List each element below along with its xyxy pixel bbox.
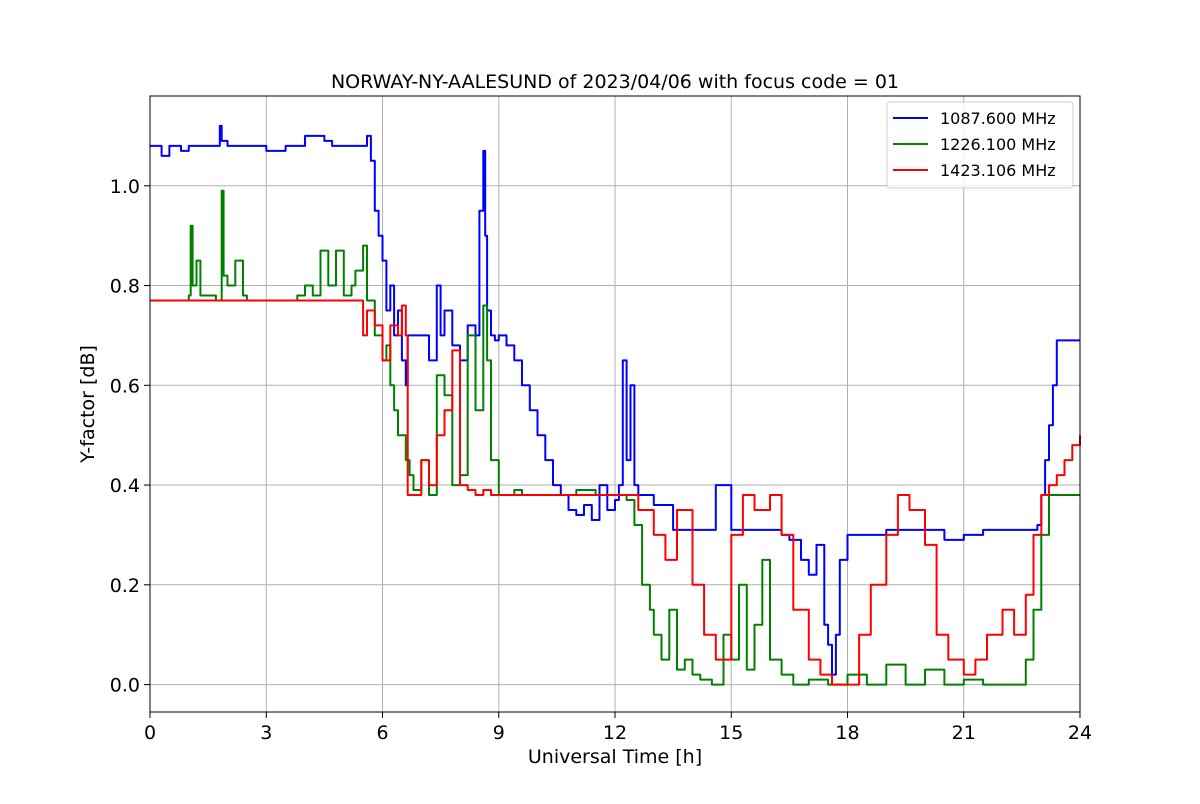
x-tick-label: 0 (144, 722, 156, 744)
legend-label-1: 1087.600 MHz (940, 109, 1056, 128)
legend-label-2: 1226.100 MHz (940, 135, 1056, 154)
x-tick-label: 21 (952, 722, 976, 744)
x-tick-label: 3 (260, 722, 272, 744)
chart-title: NORWAY-NY-AALESUND of 2023/04/06 with fo… (331, 71, 899, 93)
y-tick-label: 1.0 (110, 176, 140, 198)
x-axis-label: Universal Time [h] (528, 746, 702, 768)
x-tick-label: 12 (603, 722, 627, 744)
x-tick-label: 24 (1068, 722, 1092, 744)
x-tick-label: 15 (719, 722, 743, 744)
legend: 1087.600 MHz 1226.100 MHz 1423.106 MHz (886, 101, 1074, 189)
y-tick-label: 0.6 (110, 375, 140, 397)
ticks: 0 3 6 9 12 15 18 21 24 0.0 0.2 0.4 0.6 0.8 1.0 (110, 176, 1092, 744)
series-layer (150, 124, 1081, 686)
series-line-3 (150, 299, 1081, 686)
x-tick-label: 6 (376, 722, 388, 744)
series-line-1 (150, 124, 1080, 676)
y-axis-label: Y-factor [dB] (77, 345, 99, 464)
y-tick-label: 0.0 (110, 675, 140, 697)
y-tick-label: 0.2 (110, 575, 140, 597)
x-tick-label: 9 (493, 722, 505, 744)
series-line-2 (150, 189, 1080, 686)
legend-box (886, 101, 1074, 189)
y-tick-label: 0.4 (110, 475, 140, 497)
y-tick-label: 0.8 (110, 276, 140, 298)
legend-label-3: 1423.106 MHz (940, 161, 1056, 180)
x-tick-label: 18 (835, 722, 859, 744)
